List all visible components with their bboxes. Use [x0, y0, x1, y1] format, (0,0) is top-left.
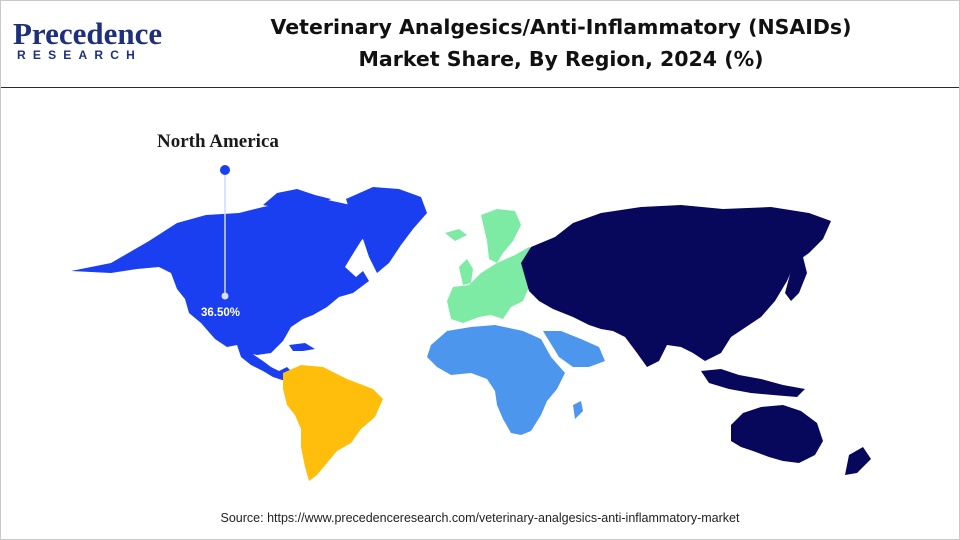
- region-north-america: [71, 187, 427, 381]
- callout-region-label: North America: [157, 131, 279, 152]
- scandinavia: [481, 209, 521, 263]
- callout-bottom-dot: [221, 292, 229, 300]
- world-map-area: [1, 88, 959, 508]
- brand-logo: Precedence RESEARCH: [13, 17, 163, 69]
- callout-top-dot: [220, 165, 230, 175]
- arabian-peninsula: [543, 331, 605, 367]
- central-america: [237, 345, 293, 381]
- source-citation: Source: https://www.precedenceresearch.c…: [220, 511, 740, 525]
- iceland: [445, 229, 467, 241]
- new-zealand: [845, 447, 871, 475]
- north-america-mainland: [71, 199, 373, 355]
- region-latin-america: [283, 365, 383, 481]
- chart-title: Veterinary Analgesics/Anti-Inflammatory …: [181, 11, 941, 75]
- region-middle-east-africa: [427, 325, 605, 435]
- callout-share-value: 36.50%: [201, 307, 241, 319]
- south-america: [283, 365, 383, 481]
- logo-wordmark: Precedence: [13, 16, 163, 51]
- arctic-islands: [263, 189, 331, 209]
- asia-mainland: [521, 205, 831, 367]
- southeast-asia-islands: [701, 369, 805, 397]
- logo-subtitle: RESEARCH: [17, 48, 142, 62]
- europe-mainland: [447, 247, 541, 323]
- region-asia-pacific: [521, 205, 871, 475]
- header: Precedence RESEARCH Veterinary Analgesic…: [1, 1, 959, 88]
- world-map: [71, 165, 871, 481]
- caribbean-islands: [289, 343, 315, 351]
- chart-title-line-1: Veterinary Analgesics/Anti-Inflammatory …: [270, 15, 852, 39]
- chart-title-line-2: Market Share, By Region, 2024 (%): [358, 47, 764, 71]
- australia: [731, 405, 823, 463]
- japan: [785, 257, 807, 301]
- madagascar: [573, 401, 583, 419]
- greenland: [346, 187, 427, 273]
- region-europe: [445, 209, 541, 323]
- africa: [427, 325, 565, 435]
- british-isles: [459, 259, 473, 285]
